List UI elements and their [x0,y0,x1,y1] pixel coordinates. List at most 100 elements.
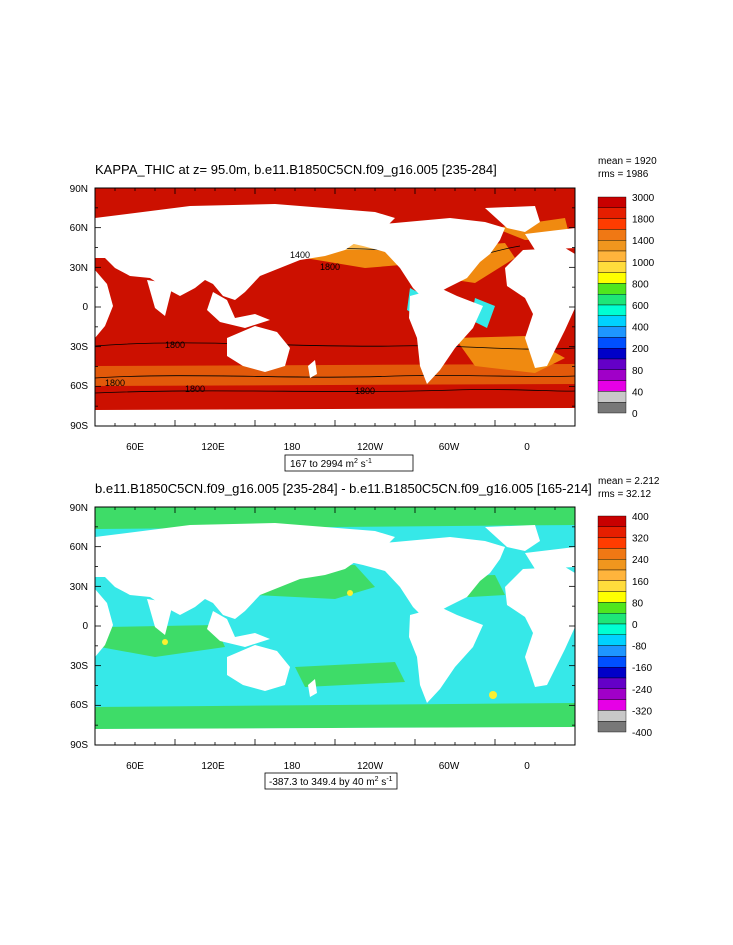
lat-label: 0 [82,621,88,632]
lat-label: 90N [70,503,88,514]
colorbar-label: 3000 [632,193,655,204]
colorbar-swatch [597,699,627,711]
colorbar-label: 400 [632,323,649,334]
colorbar-swatch [597,196,627,209]
colorbar-swatch [597,304,627,317]
panel-bottom: b.e11.B1850C5CN.f09_g16.005 [235-284] - … [70,476,660,790]
lon-label: 60W [439,442,460,453]
colorbar: 400 320 240 160 80 0 -80 -160 -240 -320 -400 [597,512,652,739]
colorbar-swatch [597,548,627,560]
contour-label: 1800 [320,262,340,272]
lat-axis-labels: 90N 60N 30N 0 30S 60S 90S [70,503,89,751]
rms-stat: rms = 1986 [598,169,649,180]
lon-label: 120W [357,761,384,772]
lat-label: 30S [70,342,88,353]
lon-label: 120W [357,442,384,453]
colorbar-label: 1800 [632,215,655,226]
colorbar-swatch [597,315,627,327]
colorbar-swatch [597,515,627,528]
colorbar-label: 600 [632,301,649,312]
axis-ticks [94,187,576,427]
lon-axis-labels: 60E 120E 180 120W 60W 0 [126,442,530,453]
colorbar-swatch [597,207,627,219]
colorbar-swatch [597,666,627,679]
mean-stat: mean = 2.212 [598,476,660,487]
lon-label: 120E [201,761,225,772]
contour-label: 1400 [290,250,310,260]
colorbar-label: -160 [632,663,652,674]
colorbar-swatch [597,293,627,306]
colorbar-swatch [597,580,627,592]
mean-stat: mean = 1920 [598,156,657,167]
range-label-box: -387.3 to 349.4 by 40 m2 s-1 [264,772,398,790]
lon-label: 60E [126,442,144,453]
contour-label: 1800 [105,378,125,388]
lat-label: 60S [70,381,88,392]
southern-ocean-band [95,364,575,386]
colorbar-swatch [597,218,627,230]
colorbar-label: -320 [632,706,652,717]
lat-axis-labels: 90N 60N 30N 0 30S 60S 90S [70,184,89,432]
colorbar-swatch [597,272,627,284]
panel-title: b.e11.B1850C5CN.f09_g16.005 [235-284] - … [95,481,592,496]
colorbar-swatch [597,688,627,700]
lon-label: 180 [284,442,301,453]
colorbar-swatch [597,369,627,381]
lon-label: 60E [126,761,144,772]
lat-label: 30N [70,263,88,274]
colorbar-swatch [597,537,627,549]
colorbar-swatch [597,391,627,403]
colorbar-swatch [597,634,627,646]
range-label-box: 167 to 2994 m2 s-1 [284,454,414,472]
colorbar-swatch [597,569,627,582]
colorbar-swatch [597,623,627,636]
map-plot: 1400 1800 1800 1800 1800 1800 [94,187,576,427]
lat-label: 90S [70,421,88,432]
lat-label: 30N [70,582,88,593]
colorbar-swatch [597,602,627,614]
svg-text:167 to 2994 m2 s-1: 167 to 2994 m2 s-1 [290,458,372,470]
contour-label: 1800 [165,340,185,350]
colorbar-label: 200 [632,344,649,355]
colorbar-label: 800 [632,279,649,290]
colorbar-swatch [597,229,627,241]
lon-label: 180 [284,761,301,772]
colorbar-swatch [597,326,627,338]
colorbar-swatch [597,656,627,668]
colorbar-swatch [597,720,627,733]
lon-label: 0 [524,761,530,772]
lat-label: 60S [70,700,88,711]
lat-label: 30S [70,661,88,672]
colorbar-label: 1400 [632,236,655,247]
colorbar-swatch [597,710,627,722]
colorbar-swatch [597,559,627,571]
colorbar-label: 160 [632,577,649,588]
colorbar-swatch [597,337,627,349]
lon-label: 60W [439,761,460,772]
colorbar-label: 1000 [632,258,655,269]
colorbar-swatch [597,250,627,263]
colorbar-swatch [597,261,627,273]
colorbar-label: 40 [632,387,644,398]
axis-ticks [94,506,576,746]
panel-top: KAPPA_THIC at z= 95.0m, b.e11.B1850C5CN.… [70,156,657,472]
colorbar-label: -80 [632,642,647,653]
lat-label: 60N [70,542,88,553]
colorbar-swatch [597,677,627,690]
lat-label: 90N [70,184,88,195]
colorbar-swatch [597,612,627,625]
lon-label: 120E [201,442,225,453]
panel-title: KAPPA_THIC at z= 95.0m, b.e11.B1850C5CN.… [95,162,497,177]
colorbar-swatch [597,240,627,252]
colorbar-swatch [597,347,627,360]
colorbar-label: -240 [632,685,652,696]
svg-text:-387.3 to 349.4 by 40 m2 s-1: -387.3 to 349.4 by 40 m2 s-1 [269,776,393,788]
lat-label: 90S [70,740,88,751]
lon-label: 0 [524,442,530,453]
colorbar-label: 0 [632,409,638,420]
colorbar-label: 80 [632,366,644,377]
colorbar-swatch [597,526,627,538]
range-text: -387.3 to 349.4 by 40 m [269,777,375,788]
